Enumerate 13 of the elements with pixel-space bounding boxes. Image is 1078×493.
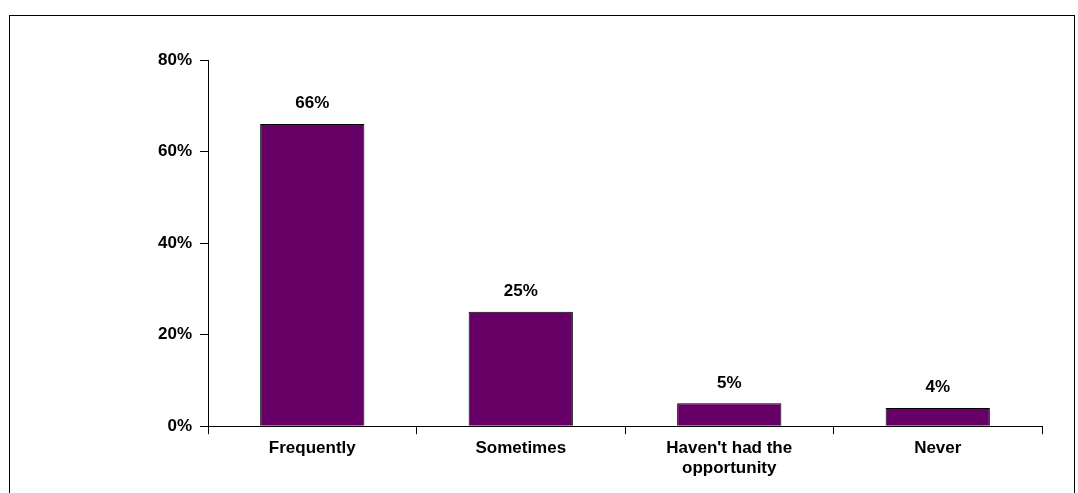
x-tick-label: Sometimes [475,438,567,458]
data-label: 25% [503,280,538,300]
data-label: 66% [295,93,330,113]
data-label: 5% [716,372,742,392]
x-tick-label: Haven't had the opportunity [666,438,793,478]
data-label: 4% [925,377,951,397]
y-tick-label: 60% [157,141,193,161]
x-tick-label: Never [914,438,962,458]
x-tick-label: Frequently [268,438,357,458]
y-tick-label: 40% [157,232,193,252]
y-tick-label: 20% [157,324,193,344]
y-tick-label: 0% [167,415,193,435]
y-tick-label: 80% [157,49,193,69]
